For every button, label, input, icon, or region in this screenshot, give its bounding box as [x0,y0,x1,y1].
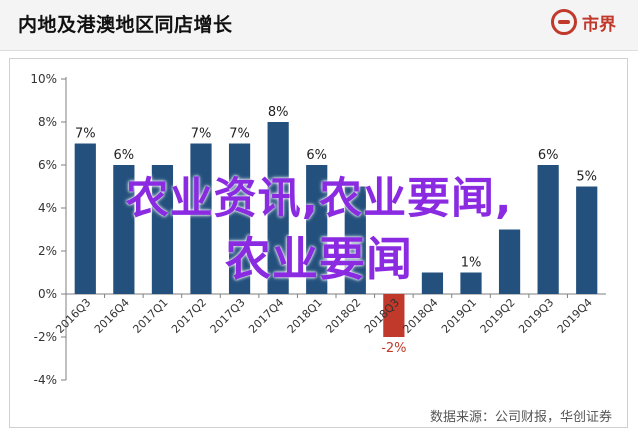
data-label: 6% [114,148,135,163]
bar [537,165,559,294]
x-tick-label: 2017Q2 [169,296,209,336]
y-tick-label: 10% [30,72,57,86]
x-tick-label: 2016Q3 [53,296,93,336]
bar [228,143,251,294]
data-label: -2% [381,341,406,356]
source-note: 数据来源：公司财报，华创证券 [429,410,612,425]
x-tick-label: 2019Q3 [516,296,556,336]
bar [576,186,598,294]
data-label: 8% [268,105,289,120]
y-tick-label: 6% [38,158,57,172]
chart-title: 内地及港澳地区同店增长 [18,14,233,36]
data-label: 6% [538,148,559,163]
y-tick-label: -4% [34,373,57,387]
bar [190,143,212,294]
bar [306,165,328,294]
data-label: 7% [229,127,250,142]
x-tick-label: 2017Q1 [130,296,170,336]
y-tick-label: -2% [34,330,57,344]
bar [460,272,482,294]
x-tick-label: 2016Q4 [92,296,132,336]
brand-logo: 市界 [551,9,616,35]
data-label: 6% [306,148,327,163]
x-tick-label: 2019Q2 [478,296,518,336]
bar [383,294,405,337]
data-label: 7% [75,127,96,142]
y-tick-label: 4% [38,201,57,215]
x-tick-label: 2017Q3 [208,296,248,336]
bar [74,143,96,294]
data-label: 5% [576,170,597,185]
bar [151,165,174,294]
y-tick-label: 0% [38,287,57,301]
x-tick-label: 2018Q1 [285,296,325,336]
x-tick-label: 2018Q2 [323,296,363,336]
x-tick-label: 2019Q4 [555,296,595,336]
x-tick-label: 2017Q4 [246,296,286,336]
y-tick-label: 8% [38,115,57,129]
y-tick-label: 2% [38,244,57,258]
bar [267,122,289,294]
chart-header: 内地及港澳地区同店增长 市界 [0,0,638,51]
bar [421,272,444,294]
bar [113,165,135,294]
bar [498,229,521,294]
data-label: 7% [191,127,212,142]
bar [344,186,366,294]
x-tick-label: 2018Q4 [400,296,440,336]
logo-text: 市界 [582,14,616,35]
logo-icon [551,9,577,35]
data-label: 1% [461,256,482,271]
x-tick-label: 2019Q1 [439,296,479,336]
